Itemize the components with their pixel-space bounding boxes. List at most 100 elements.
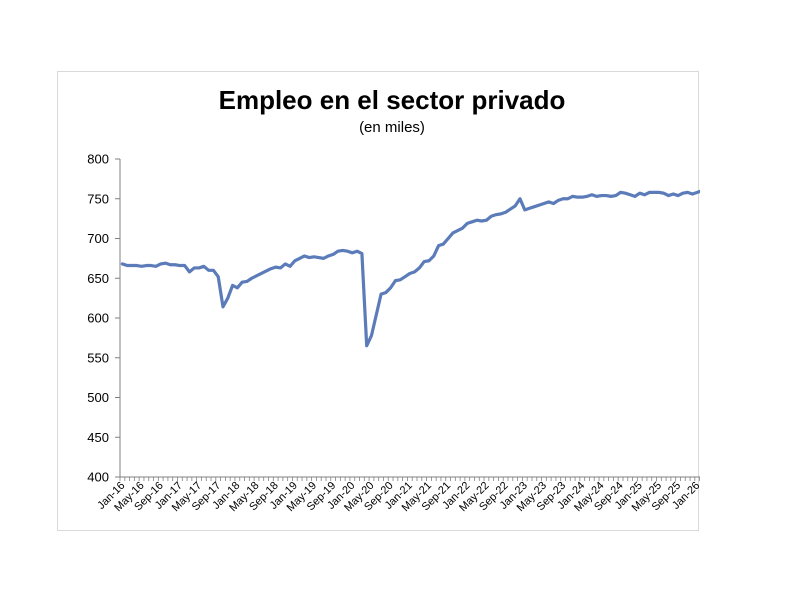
data-point: [150, 264, 152, 267]
data-point: [164, 262, 167, 264]
data-point: [672, 193, 674, 195]
y-axis: 400 450 500 550 600 650 700 750 800: [87, 152, 121, 485]
data-point: [385, 291, 387, 294]
y-tick-label: 800: [87, 152, 109, 167]
data-point: [548, 201, 550, 203]
data-point: [615, 194, 617, 197]
data-point: [260, 272, 262, 275]
data-point: [619, 191, 622, 193]
data-point: [169, 264, 171, 266]
data-point: [289, 265, 291, 267]
data-point: [648, 191, 650, 193]
data-point: [418, 267, 420, 269]
data-point: [653, 191, 655, 193]
data-point: [179, 264, 181, 267]
data-point: [442, 243, 444, 245]
data-point: [265, 270, 267, 272]
data-point: [203, 265, 205, 267]
data-point: [643, 194, 646, 196]
data-point: [490, 215, 492, 217]
data-point: [461, 227, 464, 229]
series-layer: [120, 189, 700, 348]
data-point: [629, 194, 631, 196]
y-tick-label: 650: [87, 271, 109, 286]
data-point: [677, 194, 679, 197]
line-chart: Empleo en el sector privado (en miles) 4…: [87, 85, 700, 514]
data-point: [140, 265, 143, 267]
data-point: [428, 260, 430, 262]
data-point: [375, 314, 377, 316]
y-tick-label: 550: [87, 350, 109, 365]
data-point: [533, 206, 535, 208]
data-point: [361, 253, 363, 255]
data-point: [572, 195, 574, 197]
data-point: [658, 191, 660, 193]
data-point: [524, 209, 526, 211]
data-point: [145, 264, 147, 267]
data-point: [452, 232, 454, 234]
data-point: [136, 264, 138, 267]
data-point: [342, 249, 344, 252]
data-point: [500, 213, 502, 215]
data-point: [121, 263, 123, 265]
data-point: [217, 276, 219, 278]
y-tick-label: 500: [87, 390, 109, 405]
data-point: [600, 194, 603, 197]
chart-subtitle: (en miles): [359, 119, 425, 136]
data-point: [433, 255, 435, 257]
data-point: [160, 263, 162, 265]
data-point: [231, 284, 234, 287]
data-point: [591, 194, 593, 196]
data-point: [313, 256, 315, 258]
data-point: [399, 279, 401, 281]
data-point: [576, 196, 579, 198]
data-point: [188, 271, 191, 273]
data-point: [241, 281, 243, 283]
data-point: [505, 211, 507, 213]
data-point: [131, 264, 133, 267]
data-point: [691, 193, 694, 195]
data-point: [126, 264, 128, 267]
data-point: [198, 267, 200, 269]
data-point: [351, 252, 353, 254]
data-point: [212, 269, 215, 271]
data-point: [236, 287, 238, 289]
data-point: [682, 192, 684, 194]
data-point: [552, 202, 555, 205]
y-tick-label: 400: [87, 470, 109, 485]
chart-frame: Empleo en el sector privado (en miles) 4…: [57, 71, 700, 531]
data-point: [246, 280, 248, 283]
data-point: [222, 306, 224, 308]
data-point: [457, 229, 459, 232]
y-tick-label: 450: [87, 430, 109, 445]
chart-title: Empleo en el sector privado: [219, 85, 566, 115]
data-point: [471, 221, 473, 223]
data-point: [509, 208, 512, 210]
data-point: [437, 245, 440, 247]
data-point: [596, 195, 598, 197]
data-point: [519, 198, 521, 200]
data-point: [624, 192, 626, 194]
data-point: [356, 250, 358, 252]
data-point: [346, 250, 349, 252]
data-point: [543, 202, 545, 205]
data-point: [409, 272, 411, 275]
data-point: [605, 194, 607, 197]
data-point: [275, 266, 277, 268]
data-point: [423, 260, 425, 263]
data-point: [303, 255, 306, 257]
data-point: [476, 219, 478, 221]
data-point: [562, 198, 564, 200]
data-point: [284, 263, 286, 265]
data-point: [370, 334, 373, 337]
data-point: [255, 275, 258, 277]
data-point: [481, 220, 483, 222]
data-point: [318, 256, 320, 259]
data-point: [208, 269, 210, 271]
data-point: [174, 264, 176, 266]
data-point: [366, 345, 368, 347]
y-tick-label: 700: [87, 231, 109, 246]
data-point: [538, 204, 540, 206]
data-point: [528, 207, 531, 209]
data-point: [663, 192, 665, 194]
